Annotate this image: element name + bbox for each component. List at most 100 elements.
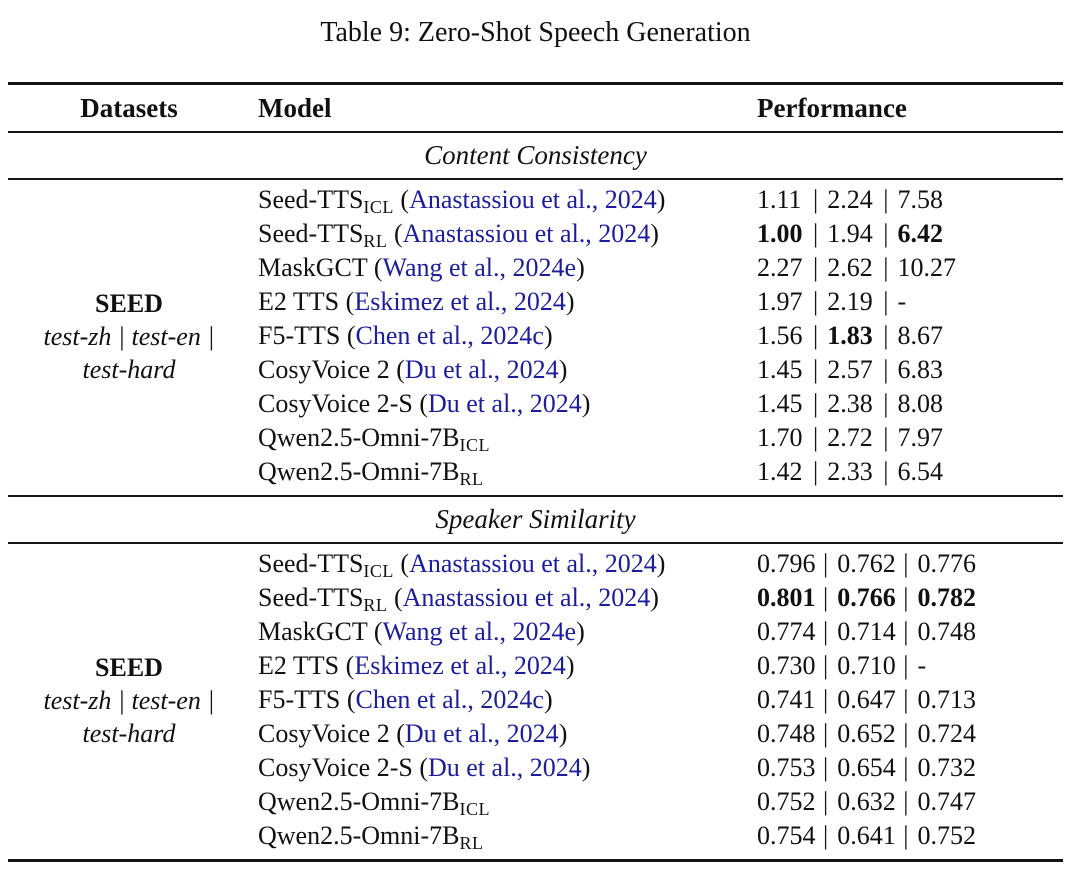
value-separator: | xyxy=(903,549,909,578)
table-row: Qwen2.5-Omni-7BRL 0.754 | 0.641 | 0.752 xyxy=(250,819,1063,853)
table-row: CosyVoice 2 (Du et al., 2024) 0.748 | 0.652… xyxy=(250,717,1063,751)
model-name: Seed-TTS xyxy=(258,219,364,248)
model-cell: Qwen2.5-Omni-7BICL xyxy=(250,423,749,455)
section-label: Speaker Similarity xyxy=(435,504,636,534)
metric-value: 0.754 xyxy=(757,821,816,850)
metric-value: 0.776 xyxy=(917,549,976,578)
section-body: SEED test-zh | test-en | test-hard Seed-TTS… xyxy=(8,544,1063,859)
metric-value: 0.710 xyxy=(837,651,896,680)
citation-link[interactable]: Wang et al., 2024e xyxy=(382,253,577,282)
model-cell: Seed-TTSRL (Anastassiou et al., 2024) xyxy=(258,219,659,251)
model-name: Qwen2.5-Omni-7B xyxy=(258,787,460,816)
citation-link[interactable]: Du et al., 2024 xyxy=(404,355,559,384)
dataset-name: SEED xyxy=(95,288,163,318)
metric-value: 1.94 xyxy=(827,219,873,248)
citation-link[interactable]: Eskimez et al., 2024 xyxy=(354,651,566,680)
table-sections: Content Consistency SEED test-zh | test-en… xyxy=(8,133,1063,859)
model-name: Seed-TTS xyxy=(258,583,364,612)
value-separator: | xyxy=(823,685,829,714)
value-separator: | xyxy=(823,549,829,578)
value-separator: | xyxy=(813,321,819,350)
citation-link[interactable]: Anastassiou et al., 2024 xyxy=(409,549,657,578)
value-separator: | xyxy=(813,355,819,384)
model-cell: CosyVoice 2-S (Du et al., 2024) xyxy=(258,753,591,782)
model-variant-subscript: RL xyxy=(363,231,388,251)
model-cell: F5-TTS (Chen et al., 2024c) xyxy=(258,321,553,350)
model-name: MaskGCT xyxy=(258,617,368,646)
dataset-name: SEED xyxy=(95,652,163,682)
metric-value: 1.11 xyxy=(757,185,802,214)
metric-value: 0.730 xyxy=(757,651,816,680)
table-row: E2 TTS (Eskimez et al., 2024) 1.97 | 2.19 | - xyxy=(250,285,1063,319)
model-name: CosyVoice 2-S xyxy=(258,753,413,782)
value-separator: | xyxy=(813,423,819,452)
citation-link[interactable]: Wang et al., 2024e xyxy=(382,617,577,646)
metric-value: 7.58 xyxy=(897,185,943,214)
value-separator: | xyxy=(883,321,889,350)
value-separator: | xyxy=(823,617,829,646)
value-separator: | xyxy=(883,253,889,282)
model-cell: MaskGCT (Wang et al., 2024e) xyxy=(258,617,585,646)
metric-value: 1.00 xyxy=(757,219,803,248)
citation-link[interactable]: Anastassiou et al., 2024 xyxy=(402,583,651,612)
table-row: Seed-TTSRL (Anastassiou et al., 2024) 0.8… xyxy=(250,581,1063,615)
performance-cell: 1.97 | 2.19 | - xyxy=(749,287,1063,317)
citation-link[interactable]: Anastassiou et al., 2024 xyxy=(409,185,657,214)
value-separator: | xyxy=(883,457,889,486)
model-cell: Seed-TTSICL (Anastassiou et al., 2024) xyxy=(258,185,666,217)
value-separator: | xyxy=(813,457,819,486)
table-header-row: Datasets Model Performance xyxy=(8,85,1063,131)
model-cell: Seed-TTSICL (Anastassiou et al., 2024) xyxy=(258,549,666,581)
metric-value: 0.741 xyxy=(757,685,816,714)
value-separator: | xyxy=(883,185,889,214)
metric-value: 2.57 xyxy=(827,355,873,384)
model-name: F5-TTS xyxy=(258,321,341,350)
model-variant-subscript: RL xyxy=(459,469,484,489)
metric-value: 8.08 xyxy=(897,389,943,418)
dataset-cell: SEED test-zh | test-en | test-hard xyxy=(8,183,250,489)
citation-link[interactable]: Anastassiou et al., 2024 xyxy=(402,219,651,248)
model-variant-subscript: ICL xyxy=(459,435,490,455)
bottom-rule xyxy=(8,859,1063,862)
metric-value: 2.62 xyxy=(827,253,873,282)
model-cell: CosyVoice 2-S (Du et al., 2024) xyxy=(258,389,591,418)
metric-value: 0.724 xyxy=(917,719,976,748)
performance-cell: 0.796 | 0.762 | 0.776 xyxy=(749,549,1063,579)
value-separator: | xyxy=(813,389,819,418)
performance-cell: 1.11 | 2.24 | 7.58 xyxy=(749,185,1063,215)
model-cell: E2 TTS (Eskimez et al., 2024) xyxy=(258,287,575,316)
table-row: Seed-TTSICL (Anastassiou et al., 2024) 0.… xyxy=(250,547,1063,581)
citation-link[interactable]: Chen et al., 2024c xyxy=(355,321,544,350)
performance-cell: 1.56 | 1.83 | 8.67 xyxy=(749,321,1063,351)
citation-link[interactable]: Chen et al., 2024c xyxy=(355,685,544,714)
metric-value: 2.38 xyxy=(827,389,873,418)
value-separator: | xyxy=(813,287,819,316)
metric-value: 10.27 xyxy=(897,253,956,282)
citation-link[interactable]: Du et al., 2024 xyxy=(427,753,582,782)
model-cell: CosyVoice 2 (Du et al., 2024) xyxy=(258,355,568,384)
section-divider xyxy=(8,495,1063,497)
citation-link[interactable]: Eskimez et al., 2024 xyxy=(354,287,566,316)
model-name: Seed-TTS xyxy=(258,549,364,578)
section-divider xyxy=(8,178,1063,180)
value-separator: | xyxy=(903,617,909,646)
performance-cell: 1.70 | 2.72 | 7.97 xyxy=(749,423,1063,453)
performance-cell: 0.752 | 0.632 | 0.747 xyxy=(749,787,1063,817)
metric-value: 1.70 xyxy=(757,423,803,452)
metric-value: 0.752 xyxy=(757,787,816,816)
performance-cell: 0.754 | 0.641 | 0.752 xyxy=(749,821,1063,851)
table-row: F5-TTS (Chen et al., 2024c) 0.741 | 0.647 | 0… xyxy=(250,683,1063,717)
model-name: Seed-TTS xyxy=(258,185,364,214)
citation-link[interactable]: Du et al., 2024 xyxy=(404,719,559,748)
model-variant-subscript: RL xyxy=(363,595,388,615)
table-row: E2 TTS (Eskimez et al., 2024) 0.730 | 0.710… xyxy=(250,649,1063,683)
model-variant-subscript: ICL xyxy=(459,799,490,819)
citation-link[interactable]: Du et al., 2024 xyxy=(427,389,582,418)
value-separator: | xyxy=(883,355,889,384)
header-rule xyxy=(8,131,1063,133)
table-row: Seed-TTSRL (Anastassiou et al., 2024) 1.0… xyxy=(250,217,1063,251)
metric-value: 1.97 xyxy=(757,287,803,316)
top-rule xyxy=(8,82,1063,85)
model-name: CosyVoice 2 xyxy=(258,355,390,384)
value-separator: | xyxy=(813,185,819,214)
